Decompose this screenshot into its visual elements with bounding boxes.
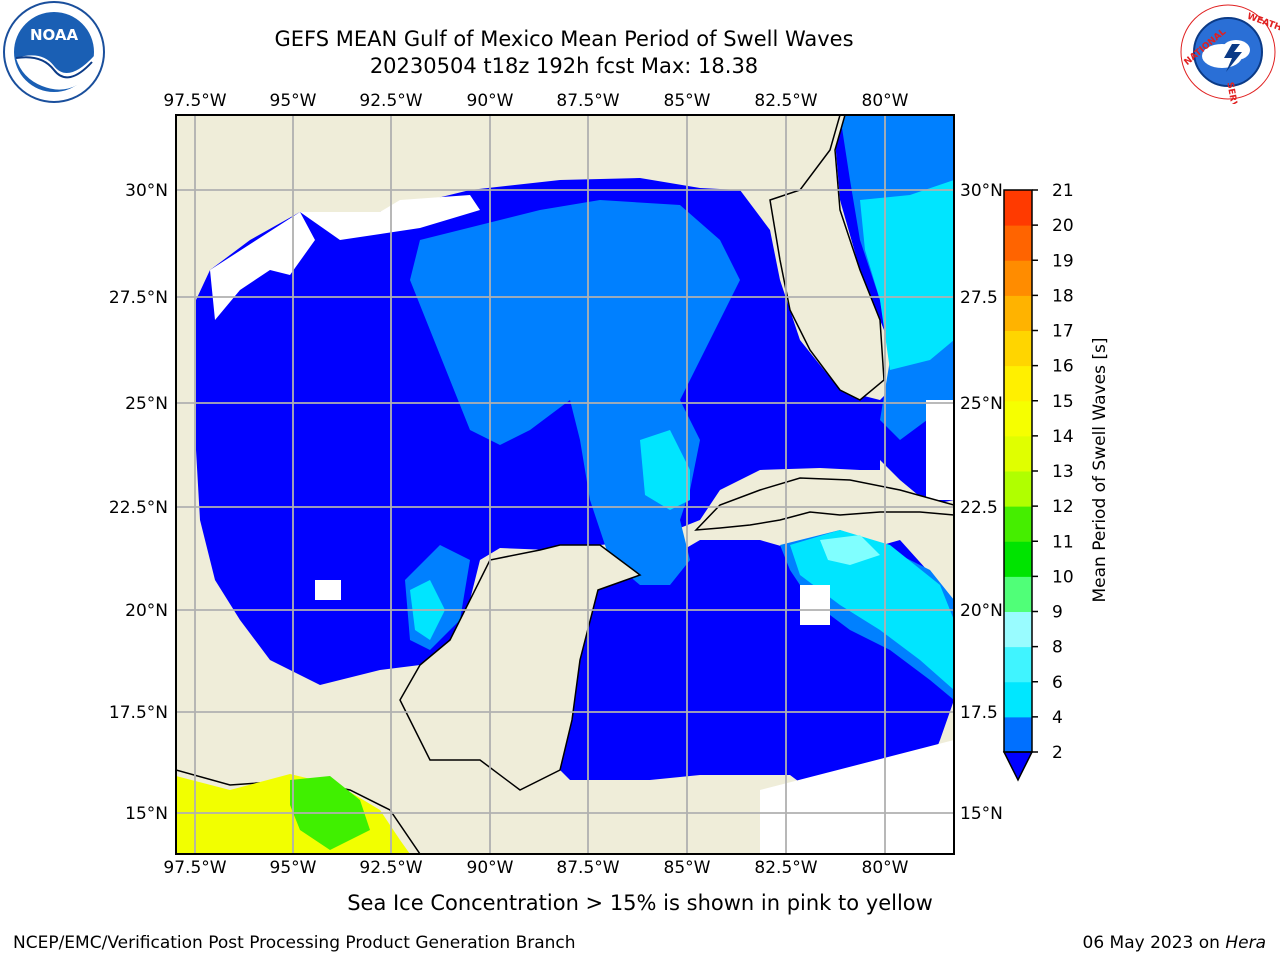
lon-tick-top: 90°W xyxy=(467,91,514,111)
colorbar-segment xyxy=(1004,716,1032,753)
cyan-atlantic xyxy=(860,180,954,370)
noaa-logo: NOAA xyxy=(3,1,105,103)
lat-tick-right: 27.5 xyxy=(960,288,998,308)
lat-tick-right: 17.5 xyxy=(960,703,998,723)
lat-tick-right: 30°N xyxy=(960,181,1003,201)
colorbar-segment xyxy=(1004,435,1032,472)
no-data-coast-louisiana xyxy=(300,195,480,240)
lon-tick-bottom: 82.5°W xyxy=(754,858,817,878)
lon-tick-bottom: 97.5°W xyxy=(163,858,226,878)
colorbar-tick-label: 10 xyxy=(1052,567,1074,587)
host-name: Hera xyxy=(1225,933,1266,953)
lat-tick-left: 15°N xyxy=(125,804,168,824)
map-frame xyxy=(175,114,955,855)
nws-logo: NATIONAL WEATHER SERVICE xyxy=(1178,2,1280,104)
lat-tick-right: 15°N xyxy=(960,804,1003,824)
lon-tick-bottom: 95°W xyxy=(270,858,317,878)
colorbar-tick-label: 12 xyxy=(1052,497,1074,517)
colorbar-segment xyxy=(1004,541,1032,577)
colorbar: 21 20 19 18 17 16 15 14 13 12 11 10 9 8 6 4 2 xyxy=(1002,181,1074,782)
lon-tick-bottom: 85°W xyxy=(664,858,711,878)
lon-tick-top: 80°W xyxy=(862,91,909,111)
chart-subtitle: 20230504 t18z 192h fcst Max: 18.38 xyxy=(369,54,759,78)
colorbar-tick-label: 17 xyxy=(1052,322,1074,342)
lat-tick-left: 22.5°N xyxy=(109,498,168,518)
colorbar-segment xyxy=(1004,471,1032,507)
colorbar-segment xyxy=(1004,506,1032,542)
noaa-logo-text: NOAA xyxy=(30,26,79,44)
lat-tick-right: 22.5 xyxy=(960,498,998,518)
lat-tick-left: 20°N xyxy=(125,601,168,621)
lat-tick-left: 27.5°N xyxy=(109,288,168,308)
lat-tick-left: 17.5°N xyxy=(109,703,168,723)
light-cyan-patch xyxy=(820,535,880,565)
no-data-patch xyxy=(315,580,341,600)
colorbar-segment xyxy=(1004,330,1032,367)
date-text: 06 May 2023 on xyxy=(1082,933,1226,953)
colorbar-segment xyxy=(1004,225,1032,261)
colorbar-segment xyxy=(1004,681,1032,718)
colorbar-segment xyxy=(1004,365,1032,402)
map-area xyxy=(176,115,954,854)
colorbar-segment xyxy=(1004,295,1032,331)
colorbar-segment xyxy=(1004,576,1032,612)
no-data-southeast xyxy=(760,740,954,854)
colorbar-tick-label: 14 xyxy=(1052,427,1074,447)
lon-tick-bottom: 87.5°W xyxy=(556,858,619,878)
colorbar-tick-label: 8 xyxy=(1052,638,1063,658)
colorbar-segment xyxy=(1004,400,1032,437)
lat-labels-left: 30°N 27.5°N 25°N 22.5°N 20°N 17.5°N 15°N xyxy=(109,181,168,824)
colorbar-segment xyxy=(1004,646,1032,683)
yucatan-land xyxy=(399,544,642,791)
lon-tick-top: 92.5°W xyxy=(359,91,422,111)
chart-title: GEFS MEAN Gulf of Mexico Mean Period of … xyxy=(274,27,854,51)
colorbar-tick-label: 2 xyxy=(1052,743,1063,763)
colorbar-segment xyxy=(1004,611,1032,648)
lon-tick-bottom: 90°W xyxy=(467,858,514,878)
colorbar-tick-label: 6 xyxy=(1052,673,1063,693)
colorbar-label: Mean Period of Swell Waves [s] xyxy=(1090,338,1110,603)
colorbar-tick-label: 18 xyxy=(1052,286,1074,306)
colorbar-tick-label: 4 xyxy=(1052,708,1063,728)
lon-tick-bottom: 80°W xyxy=(862,858,909,878)
colorbar-tick-label: 11 xyxy=(1052,532,1074,552)
lon-labels-bottom: 97.5°W 95°W 92.5°W 90°W 87.5°W 85°W 82.5… xyxy=(163,858,908,878)
date-line: 06 May 2023 on Hera xyxy=(1083,933,1267,953)
ice-note: Sea Ice Concentration > 15% is shown in … xyxy=(347,891,933,915)
colorbar-segment xyxy=(1004,190,1032,226)
lon-tick-top: 87.5°W xyxy=(556,91,619,111)
lat-tick-left: 25°N xyxy=(125,394,168,414)
lon-tick-top: 82.5°W xyxy=(754,91,817,111)
no-data-patch xyxy=(800,585,830,625)
florida-land xyxy=(769,115,885,401)
lon-tick-top: 97.5°W xyxy=(163,91,226,111)
colorbar-tick-label: 19 xyxy=(1052,251,1074,271)
lon-tick-top: 85°W xyxy=(664,91,711,111)
colorbar-tick-label: 13 xyxy=(1052,462,1074,482)
lat-labels-right: 30°N 27.5 25°N 22.5 20°N 17.5 15°N xyxy=(960,181,1003,824)
lat-tick-left: 30°N xyxy=(125,181,168,201)
lon-tick-bottom: 92.5°W xyxy=(359,858,422,878)
map-gridlines xyxy=(176,115,954,854)
no-data-coast-texas xyxy=(210,212,315,320)
colorbar-tick-label: 9 xyxy=(1052,603,1063,623)
lon-tick-top: 95°W xyxy=(270,91,317,111)
colorbar-tick-label: 21 xyxy=(1052,181,1074,201)
cuba-land xyxy=(694,477,954,531)
colorbar-extend-arrow xyxy=(1002,751,1034,782)
credit-text: NCEP/EMC/Verification Post Processing Pr… xyxy=(13,933,576,953)
lat-tick-right: 20°N xyxy=(960,601,1003,621)
colorbar-tick-label: 15 xyxy=(1052,392,1074,412)
no-data-patch xyxy=(926,400,954,500)
colorbar-tick-label: 20 xyxy=(1052,216,1074,236)
colorbar-segment xyxy=(1004,260,1032,296)
lon-labels-top: 97.5°W 95°W 92.5°W 90°W 87.5°W 85°W 82.5… xyxy=(163,91,908,111)
colorbar-tick-label: 16 xyxy=(1052,357,1074,377)
lat-tick-right: 25°N xyxy=(960,394,1003,414)
cyan-yucatan xyxy=(640,430,690,510)
